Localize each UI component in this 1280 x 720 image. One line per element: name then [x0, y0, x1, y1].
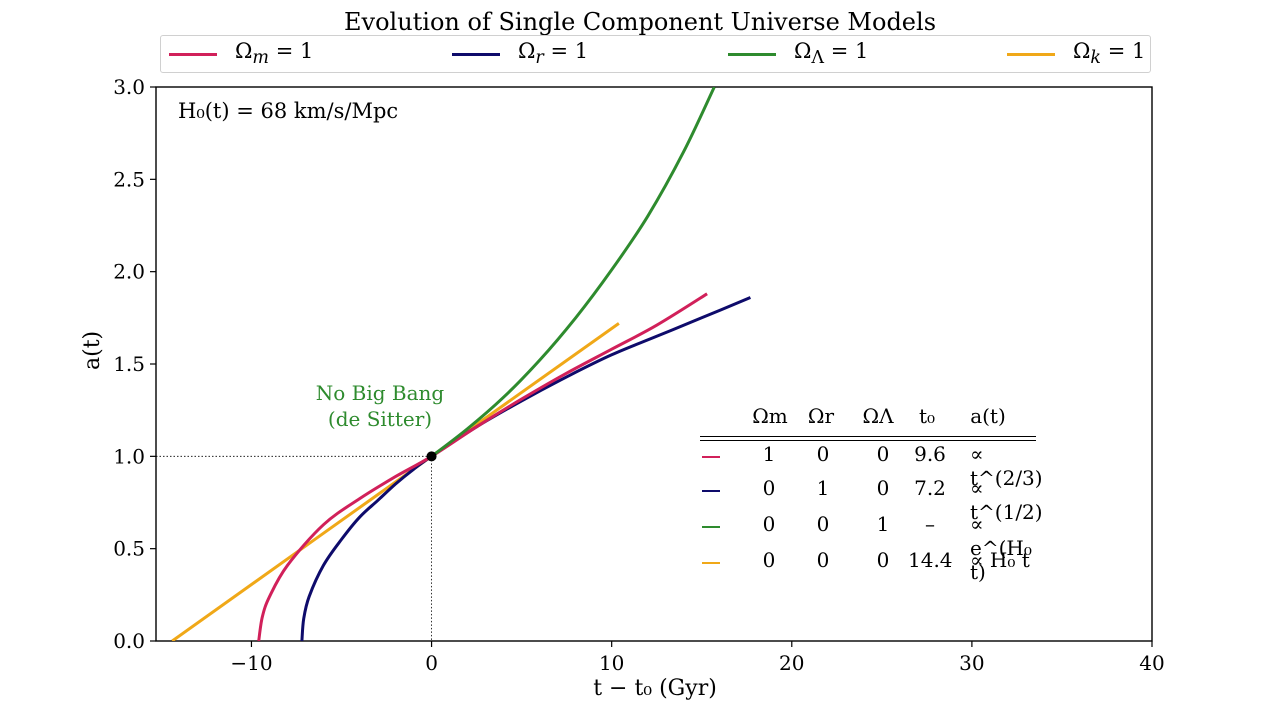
- table-cell-or: 0: [816, 442, 830, 466]
- legend-label-radiation: Ωr = 1: [518, 39, 589, 69]
- table-row-swatch: [702, 490, 720, 492]
- series-line-lambda: [430, 87, 716, 458]
- legend-swatch-lambda: [728, 52, 776, 56]
- x-tick-label: −10: [230, 651, 272, 675]
- table-cell-ol: 1: [876, 512, 890, 536]
- table-cell-ol: 0: [876, 548, 890, 572]
- table-cell-or: 0: [816, 512, 830, 536]
- legend-item-lambda: ΩΛ = 1: [728, 36, 868, 72]
- no-big-bang-line1: No Big Bang: [315, 381, 445, 405]
- table-header-or: Ωr: [807, 404, 835, 428]
- table-row: 1 0 0 9.6 ∝ t^(2/3): [700, 442, 1043, 490]
- table-cell-or: 0: [816, 548, 830, 572]
- table-rule-top: [700, 436, 1036, 437]
- legend-item-matter: Ωm = 1: [169, 36, 313, 72]
- x-axis-label: t − t₀ (Gyr): [593, 676, 717, 701]
- legend-swatch-radiation: [452, 52, 500, 56]
- legend-item-curvature: Ωk = 1: [1007, 36, 1145, 72]
- x-tick-label: 30: [959, 651, 984, 675]
- y-tick-label: 0.5: [113, 537, 145, 561]
- table-cell-ol: 0: [876, 476, 890, 500]
- marker-point: [426, 451, 437, 462]
- legend-label-matter: Ωm = 1: [235, 39, 314, 69]
- y-tick-label: 0.0: [113, 629, 145, 653]
- table-row-swatch: [702, 526, 720, 528]
- x-tick-label: 0: [425, 651, 438, 675]
- x-tick-label: 20: [779, 651, 804, 675]
- table-header-om: Ωm: [752, 404, 788, 428]
- y-tick-label: 3.0: [113, 75, 145, 99]
- legend-swatch-curvature: [1007, 52, 1055, 56]
- table-cell-t0: 9.6: [914, 442, 946, 466]
- table-row: 0 0 1 – ∝ e^(H₀ t): [700, 512, 1036, 584]
- table-row: 0 0 0 14.4 ∝ H₀ t: [700, 548, 1036, 582]
- legend-label-curvature: Ωk = 1: [1073, 39, 1146, 69]
- table-cell-om: 0: [762, 512, 776, 536]
- no-big-bang-annotation: No Big Bang (de Sitter): [310, 380, 450, 432]
- table-cell-at: ∝ H₀ t: [970, 548, 1030, 572]
- table-cell-om: 1: [762, 442, 776, 466]
- table-cell-ol: 0: [876, 442, 890, 466]
- legend-item-radiation: Ωr = 1: [452, 36, 588, 72]
- table-cell-at: ∝ t^(1/2): [970, 476, 1043, 524]
- table-cell-om: 0: [762, 476, 776, 500]
- legend-label-lambda: ΩΛ = 1: [794, 39, 869, 69]
- y-tick-label: 2.0: [113, 260, 145, 284]
- y-tick-label: 2.5: [113, 167, 145, 191]
- legend-swatch-matter: [169, 52, 217, 56]
- table-cell-or: 1: [816, 476, 830, 500]
- table-row-swatch: [702, 456, 720, 458]
- table-cell-t0: –: [925, 512, 935, 536]
- chart-title: Evolution of Single Component Universe M…: [343, 8, 937, 36]
- table-row: 0 1 0 7.2 ∝ t^(1/2): [700, 476, 1043, 524]
- x-tick-label: 10: [599, 651, 624, 675]
- y-tick-label: 1.0: [113, 444, 145, 468]
- y-axis-label: a(t): [80, 330, 105, 370]
- legend: Ωm = 1 Ωr = 1 ΩΛ = 1 Ωk = 1: [160, 35, 1151, 73]
- y-tick-label: 1.5: [113, 352, 145, 376]
- series-line-matter: [257, 292, 708, 641]
- table-cell-at: ∝ t^(2/3): [970, 442, 1043, 490]
- series-layer: [171, 87, 751, 641]
- table-rule-bottom: [700, 440, 1036, 441]
- axes-layer: −10 0 10 20 30 400.00.51.01.52.02.53.0: [113, 75, 1165, 675]
- table-cell-om: 0: [762, 548, 776, 572]
- no-big-bang-line2: (de Sitter): [327, 407, 433, 431]
- x-tick-label: 40: [1139, 651, 1164, 675]
- table-row-swatch: [702, 562, 720, 564]
- table-cell-at: ∝ e^(H₀ t): [970, 512, 1032, 584]
- series-line-radiation: [300, 296, 751, 641]
- table-header-at: a(t): [970, 404, 1006, 428]
- table-cell-t0: 14.4: [908, 548, 953, 572]
- table-header: Ωm Ωr ΩΛ t₀ a(t): [700, 404, 1036, 438]
- table-header-ol: ΩΛ: [862, 404, 894, 428]
- table-cell-t0: 7.2: [914, 476, 946, 500]
- hubble-constant-annotation: H₀(t) = 68 km/s/Mpc: [178, 99, 399, 123]
- table-header-t0: t₀: [918, 404, 936, 428]
